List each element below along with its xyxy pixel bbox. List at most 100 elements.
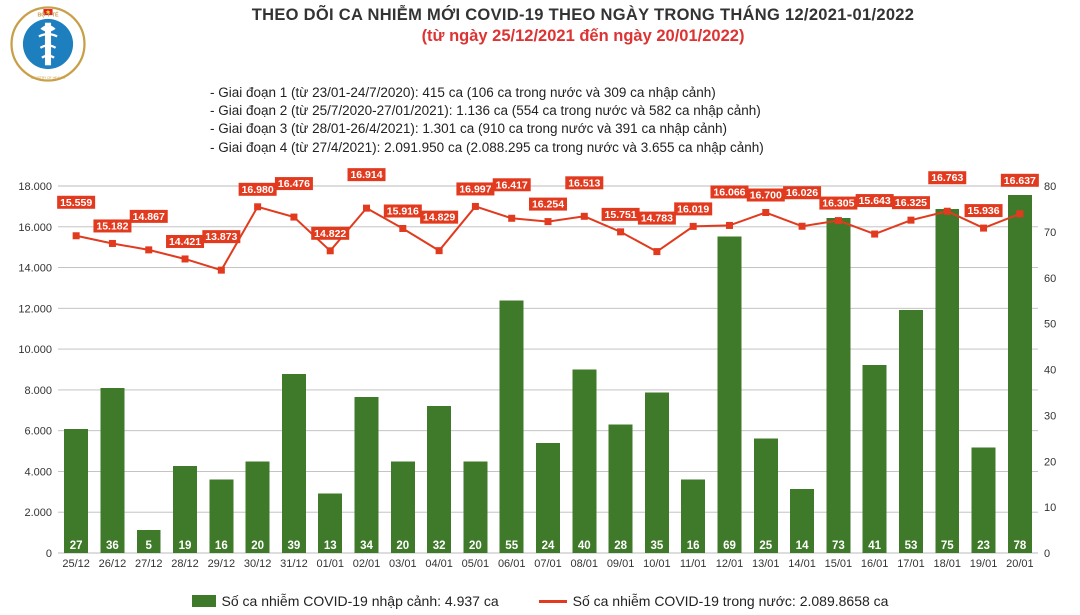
line-value-label: 14.783	[641, 213, 673, 225]
line-marker	[73, 233, 79, 239]
chart: 02.0004.0006.0008.00010.00012.00014.0001…	[10, 138, 1070, 581]
x-tick: 06/01	[498, 558, 526, 570]
bar	[1008, 195, 1032, 553]
title-main: THEO DÕI CA NHIỄM MỚI COVID-19 THEO NGÀY…	[96, 6, 1070, 25]
line-value-label: 16.914	[350, 169, 382, 181]
bar-value-label: 16	[687, 540, 700, 552]
line-value-label: 16.305	[822, 198, 854, 210]
x-tick: 28/12	[171, 558, 199, 570]
line-value-label: 14.867	[133, 211, 165, 223]
x-tick: 09/01	[607, 558, 635, 570]
x-tick: 15/01	[825, 558, 853, 570]
bar-value-label: 5	[146, 540, 153, 552]
y-right-tick: 70	[1044, 227, 1056, 239]
line-marker	[835, 218, 841, 224]
x-tick: 19/01	[970, 558, 998, 570]
line-value-label: 16.254	[532, 199, 564, 211]
y-left-tick: 2.000	[24, 507, 52, 519]
x-tick: 04/01	[425, 558, 453, 570]
bar	[609, 425, 633, 553]
bar-value-label: 73	[832, 540, 845, 552]
line-marker	[146, 247, 152, 253]
x-tick: 14/01	[788, 558, 816, 570]
bar-value-label: 16	[215, 540, 228, 552]
line-value-label: 15.916	[387, 205, 419, 217]
line-marker	[690, 223, 696, 229]
line-value-label: 16.417	[496, 179, 528, 191]
bar	[282, 374, 306, 553]
y-left-tick: 10.000	[18, 344, 52, 356]
y-left-tick: 18.000	[18, 181, 52, 193]
line-value-label: 15.643	[859, 195, 891, 207]
legend-line: Số ca nhiễm COVID-19 trong nước: 2.089.8…	[539, 593, 889, 609]
y-right-tick: 0	[1044, 548, 1050, 560]
line-marker	[218, 267, 224, 273]
bar-value-label: 32	[433, 540, 446, 552]
y-left-tick: 16.000	[18, 222, 52, 234]
line-value-label: 15.559	[60, 197, 92, 209]
line-value-label: 16.019	[677, 203, 709, 215]
line-marker	[364, 205, 370, 211]
bar	[355, 397, 379, 553]
svg-text:MINISTRY OF HEALTH: MINISTRY OF HEALTH	[31, 76, 66, 80]
line-marker	[182, 256, 188, 262]
x-tick: 25/12	[62, 558, 90, 570]
legend: Số ca nhiễm COVID-19 nhập cảnh: 4.937 ca…	[0, 593, 1080, 609]
line-marker	[799, 223, 805, 229]
y-right-tick: 50	[1044, 319, 1056, 331]
line-value-label: 14.421	[169, 236, 201, 248]
bar-value-label: 23	[977, 540, 990, 552]
line-value-label: 16.980	[242, 184, 274, 196]
x-tick: 08/01	[571, 558, 599, 570]
ministry-logo: BỘ Y TẾ MINISTRY OF HEALTH	[10, 6, 86, 82]
title-block: THEO DÕI CA NHIỄM MỚI COVID-19 THEO NGÀY…	[96, 6, 1070, 46]
y-left-tick: 8.000	[24, 385, 52, 397]
x-tick: 03/01	[389, 558, 417, 570]
header: BỘ Y TẾ MINISTRY OF HEALTH THEO DÕI CA N…	[0, 0, 1080, 82]
bar	[427, 406, 451, 553]
y-left-tick: 14.000	[18, 263, 52, 275]
bar	[754, 438, 778, 553]
x-tick: 31/12	[280, 558, 308, 570]
y-right-tick: 20	[1044, 456, 1056, 468]
bar-value-label: 39	[288, 540, 301, 552]
bar	[500, 301, 524, 553]
bar-value-label: 14	[796, 540, 809, 552]
line-marker	[400, 225, 406, 231]
x-tick: 26/12	[99, 558, 127, 570]
line-marker	[472, 203, 478, 209]
x-tick: 30/12	[244, 558, 272, 570]
line-value-label: 15.182	[96, 220, 128, 232]
bar	[899, 310, 923, 553]
bar-value-label: 35	[650, 540, 663, 552]
bar	[826, 218, 850, 553]
line-marker	[291, 214, 297, 220]
legend-bar: Số ca nhiễm COVID-19 nhập cảnh: 4.937 ca	[192, 593, 499, 609]
line-marker	[109, 240, 115, 246]
bar-value-label: 27	[70, 540, 83, 552]
bar-value-label: 78	[1013, 540, 1026, 552]
line-value-label: 14.822	[314, 228, 346, 240]
line-value-label: 16.637	[1004, 175, 1036, 187]
x-tick: 18/01	[933, 558, 961, 570]
bar	[536, 443, 560, 553]
line-value-label: 16.066	[713, 186, 745, 198]
bar-value-label: 28	[614, 540, 627, 552]
x-tick: 27/12	[135, 558, 163, 570]
x-tick: 16/01	[861, 558, 889, 570]
phase-line: - Giai đoạn 1 (từ 23/01-24/7/2020): 415 …	[210, 84, 1080, 102]
bar	[64, 429, 88, 553]
line-marker	[981, 225, 987, 231]
bar	[100, 388, 124, 553]
x-tick: 29/12	[208, 558, 236, 570]
bar	[718, 236, 742, 553]
bar-value-label: 34	[360, 540, 373, 552]
title-sub: (từ ngày 25/12/2021 đến ngày 20/01/2022)	[96, 27, 1070, 46]
bar-value-label: 40	[578, 540, 591, 552]
y-right-tick: 30	[1044, 410, 1056, 422]
bar-value-label: 69	[723, 540, 736, 552]
line-marker	[436, 248, 442, 254]
bar	[935, 209, 959, 553]
bar-value-label: 41	[868, 540, 881, 552]
line-value-label: 15.751	[605, 209, 637, 221]
